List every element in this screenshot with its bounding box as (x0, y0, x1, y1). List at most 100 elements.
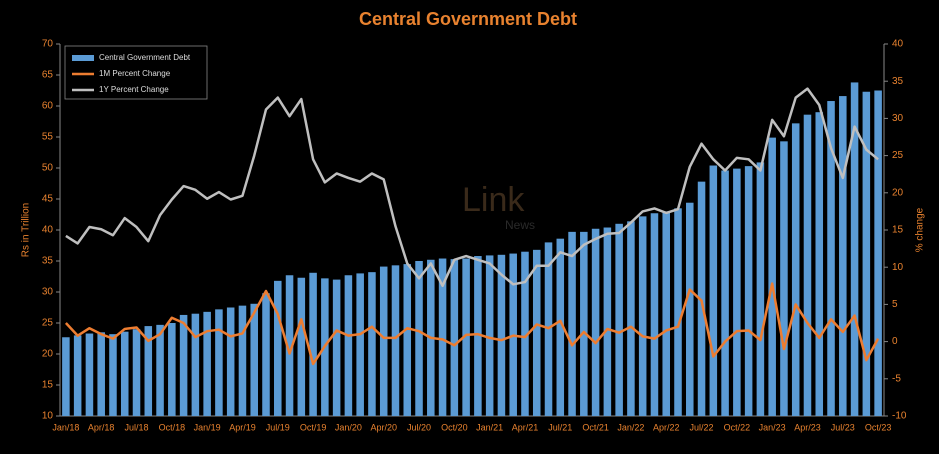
bar (721, 170, 729, 416)
y2-tick-label: 30 (892, 113, 904, 124)
x-tick-label: Jul/21 (548, 422, 572, 432)
line (64, 282, 880, 366)
bar (226, 307, 235, 416)
chart-title: Central Government Debt (359, 9, 577, 29)
bar (132, 329, 141, 416)
bar (438, 258, 447, 416)
bar (874, 90, 882, 416)
y2-tick-label: 20 (892, 187, 904, 198)
x-tick-label: Jan/22 (617, 422, 644, 432)
bar (250, 303, 258, 416)
x-tick-label: Apr/19 (229, 422, 256, 432)
bar (309, 272, 317, 416)
bar (627, 221, 635, 416)
bar (662, 211, 670, 416)
bar (674, 208, 682, 416)
bar (850, 82, 859, 416)
bar (650, 213, 659, 416)
bar (297, 277, 306, 416)
bar (285, 275, 294, 416)
y-tick-label: 35 (42, 256, 54, 267)
bar (638, 216, 647, 416)
y-tick-label: 20 (42, 349, 54, 360)
bar (344, 275, 353, 416)
bar (862, 91, 871, 417)
bar (768, 137, 776, 416)
x-tick-label: Jul/23 (831, 422, 855, 432)
bar (521, 251, 529, 416)
bar (568, 231, 576, 416)
bar (839, 96, 847, 416)
x-tick-label: Jul/20 (407, 422, 431, 432)
y-tick-label: 55 (42, 132, 54, 143)
bar (756, 162, 765, 416)
watermark: Link (462, 181, 525, 219)
x-tick-label: Apr/22 (653, 422, 680, 432)
x-tick-label: Jan/19 (194, 422, 221, 432)
bar (415, 261, 423, 416)
bar (215, 309, 223, 416)
x-tick-label: Apr/20 (370, 422, 397, 432)
y2-tick-label: 15 (892, 225, 904, 236)
legend-label: Central Government Debt (99, 53, 191, 62)
bar (391, 265, 400, 416)
bar (450, 259, 459, 416)
y-tick-label: 30 (42, 287, 54, 298)
bar (815, 112, 824, 416)
bar (368, 272, 376, 416)
y2-tick-label: 0 (892, 336, 898, 347)
y2-tick-label: 40 (892, 39, 904, 50)
x-tick-label: Apr/21 (512, 422, 539, 432)
bar (462, 258, 470, 416)
bar (356, 273, 364, 416)
x-tick-label: Oct/19 (300, 422, 327, 432)
bar (803, 114, 812, 417)
bar (191, 313, 200, 416)
bar (120, 331, 129, 416)
bar (532, 249, 541, 416)
x-tick-label: Jul/18 (124, 422, 148, 432)
y2-tick-label: -10 (892, 411, 907, 422)
bar (580, 231, 588, 416)
bar (238, 305, 247, 416)
y-tick-label: 25 (42, 318, 54, 329)
bar (332, 279, 341, 416)
x-tick-label: Oct/21 (582, 422, 609, 432)
bar (709, 165, 718, 416)
y-tick-label: 70 (42, 39, 54, 50)
bar (603, 227, 612, 416)
x-tick-label: Oct/22 (724, 422, 751, 432)
y-tick-label: 45 (42, 194, 54, 205)
bar (733, 168, 741, 416)
x-tick-label: Oct/20 (441, 422, 468, 432)
y2-tick-label: -5 (892, 373, 901, 384)
y2-tick-label: 10 (892, 262, 904, 273)
y2-tick-label: 35 (892, 76, 904, 87)
y-tick-label: 60 (42, 101, 54, 112)
x-tick-label: Jul/22 (690, 422, 714, 432)
bar (144, 326, 153, 416)
y2-axis-label: % change (915, 207, 926, 252)
bar (474, 256, 482, 416)
bar (827, 101, 835, 416)
x-tick-label: Apr/23 (794, 422, 821, 432)
y-tick-label: 50 (42, 163, 54, 174)
bar (556, 238, 565, 416)
line (65, 87, 879, 288)
bar (156, 324, 164, 416)
bar (791, 123, 800, 417)
bar (485, 255, 494, 416)
y2-tick-label: 25 (892, 150, 904, 161)
x-tick-label: Oct/23 (865, 422, 892, 432)
x-tick-label: Oct/18 (159, 422, 186, 432)
y2-tick-label: 5 (892, 299, 898, 310)
y-axis-label: Rs in Trillion (21, 203, 32, 257)
bar (591, 228, 600, 416)
x-tick-label: Jan/18 (52, 422, 79, 432)
watermark: News (505, 218, 535, 232)
legend-swatch (72, 55, 94, 61)
legend-label: 1Y Percent Change (99, 85, 169, 94)
x-tick-label: Apr/18 (88, 422, 115, 432)
y-tick-label: 15 (42, 380, 54, 391)
bar (168, 323, 176, 416)
